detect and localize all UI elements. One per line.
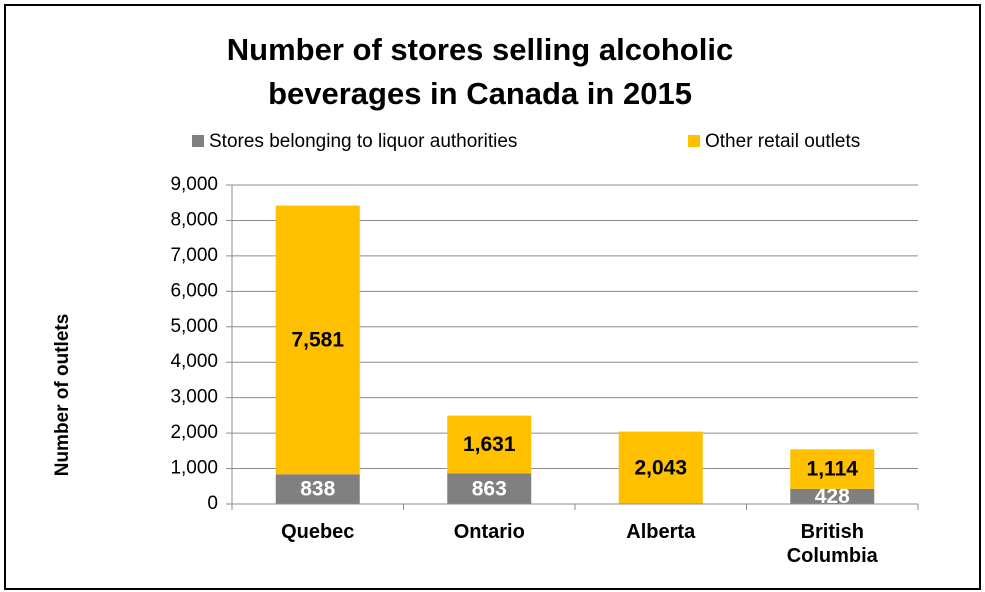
y-tick-label: 8,000 [170,209,218,230]
legend-swatch [688,135,700,147]
data-label: 863 [472,477,507,500]
bar-segment [618,431,703,504]
data-label: 1,631 [463,433,516,456]
bar-segment [447,473,532,504]
chart-title: Number of stores selling alcoholic bever… [226,32,734,111]
y-tick-label: 9,000 [170,174,218,195]
data-label: 2,043 [634,456,687,479]
data-label: 7,581 [291,328,344,351]
data-label: 1,114 [807,458,859,481]
bar-segment [275,474,360,504]
y-tick-label: 5,000 [170,316,218,337]
x-tick-label: Ontario [453,521,525,543]
bar-segment [275,205,360,475]
y-tick-label: 7,000 [170,245,218,266]
x-tick-label: British Columbia [786,521,878,567]
bar-segment [447,415,532,474]
x-tick-label: Quebec [281,521,355,543]
y-tick-label: 3,000 [170,387,218,408]
data-label: 428 [815,485,850,508]
y-tick-label: 1,000 [170,458,218,479]
bar-segment [790,488,875,504]
y-tick-label: 2,000 [170,422,218,443]
bar-segment [790,449,875,489]
legend-swatch [192,135,204,147]
frame [4,4,981,590]
y-axis-label: Number of outlets [52,314,73,477]
y-tick-label: 0 [207,493,218,514]
y-tick-label: 4,000 [170,351,218,372]
legend-label: Other retail outlets [705,131,860,152]
x-tick-label: Alberta [626,521,696,543]
y-tick-label: 6,000 [170,280,218,301]
legend-label: Stores belonging to liquor authorities [209,131,517,152]
data-label: 838 [300,478,335,501]
